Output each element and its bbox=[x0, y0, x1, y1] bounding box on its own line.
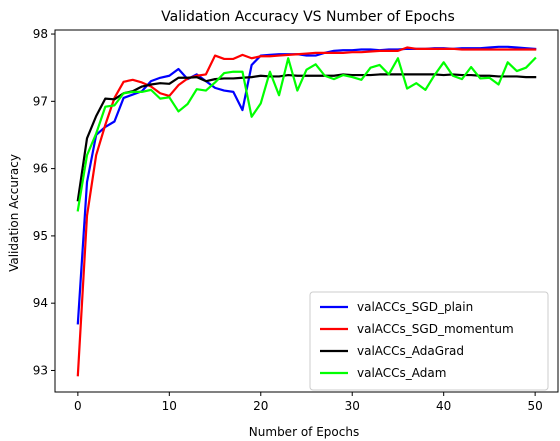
y-tick-label: 96 bbox=[33, 162, 48, 176]
legend-label: valACCs_SGD_momentum bbox=[357, 322, 514, 336]
y-tick-label: 94 bbox=[33, 296, 48, 310]
chart-title: Validation Accuracy VS Number of Epochs bbox=[161, 9, 455, 25]
x-tick-label: 10 bbox=[162, 399, 177, 413]
legend-label: valACCs_SGD_plain bbox=[357, 300, 473, 314]
y-tick-label: 93 bbox=[33, 363, 48, 377]
x-tick-label: 30 bbox=[345, 399, 360, 413]
y-axis-title: Validation Accuracy bbox=[7, 154, 21, 272]
x-tick-label: 40 bbox=[436, 399, 451, 413]
x-axis-ticks: 0 10 20 30 40 50 bbox=[74, 392, 543, 413]
y-tick-label: 98 bbox=[33, 27, 48, 41]
y-tick-label: 95 bbox=[33, 229, 48, 243]
x-axis-title: Number of Epochs bbox=[249, 425, 359, 439]
legend: valACCs_SGD_plain valACCs_SGD_momentumval… bbox=[309, 291, 549, 391]
plot-area-frame bbox=[54, 29, 559, 393]
plot-lines bbox=[76, 45, 537, 377]
x-tick-label: 20 bbox=[253, 399, 268, 413]
legend-label: valACCs_Adam bbox=[357, 366, 446, 380]
y-tick-label: 97 bbox=[33, 94, 48, 108]
legend-box bbox=[309, 291, 549, 391]
series-line-valACCs_AdaGrad bbox=[76, 73, 537, 202]
x-tick-label: 50 bbox=[527, 399, 542, 413]
x-tick-label: 0 bbox=[74, 399, 82, 413]
series-line-valACCs_Adam bbox=[76, 56, 537, 212]
series-line-valACCs_SGD_momentum bbox=[76, 46, 537, 377]
y-axis-ticks: 93 94 95 96 97 98 bbox=[33, 27, 55, 377]
legend-label: valACCs_AdaGrad bbox=[357, 344, 464, 358]
